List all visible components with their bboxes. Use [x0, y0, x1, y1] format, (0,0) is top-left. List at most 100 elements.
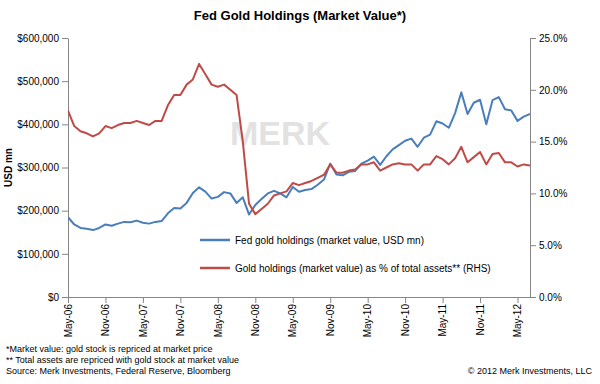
tick-label: Nov-08: [250, 304, 261, 337]
tick: $100,000: [17, 249, 68, 260]
tick-label: $100,000: [17, 249, 59, 260]
legend-swatch: [200, 267, 230, 270]
tick: $300,000: [17, 162, 68, 173]
tick-mark: [530, 90, 536, 91]
tick-label: May-09: [287, 304, 298, 338]
tick-mark: [405, 297, 406, 303]
tick-mark: [530, 193, 536, 194]
tick: 10.0%: [530, 188, 567, 199]
tick-mark: [62, 168, 68, 169]
y-axis: $0 $100,000 $200,000 $300,000 $400,000 $500,0…: [17, 33, 68, 303]
tick-mark: [368, 297, 369, 303]
tick-mark: [530, 142, 536, 143]
legend-label: Fed gold holdings (market value, USD mn): [235, 235, 424, 246]
tick-mark: [330, 297, 331, 303]
tick: Nov-11: [475, 297, 486, 336]
tick: Nov-08: [250, 297, 261, 336]
tick: $600,000: [17, 33, 68, 44]
tick-label: $500,000: [17, 76, 59, 87]
tick-mark: [218, 297, 219, 303]
title: Fed Gold Holdings (Market Value*): [194, 8, 406, 23]
tick-label: May-08: [213, 304, 224, 338]
tick: $200,000: [17, 205, 68, 216]
tick-label: May-06: [63, 304, 74, 338]
tick-mark: [180, 297, 181, 303]
tick: Nov-06: [100, 297, 111, 336]
series-line: [68, 64, 530, 214]
tick: 25.0%: [530, 33, 567, 44]
chart: MERKFed Gold Holdings (Market Value*)$0$…: [0, 0, 600, 384]
y-axis-title: USD mn: [3, 148, 14, 187]
plot-area: [68, 64, 530, 230]
tick-label: 20.0%: [539, 85, 567, 96]
tick: 5.0%: [530, 240, 562, 251]
copyright: © 2012 Merk Investments, LLC: [468, 366, 593, 376]
tick-label: Nov-10: [400, 304, 411, 337]
tick-mark: [530, 38, 536, 39]
footnote: Source: Merk Investments, Federal Reserv…: [6, 366, 231, 376]
tick-label: $400,000: [17, 119, 59, 130]
tick: $500,000: [17, 76, 68, 87]
tick-label: 0.0%: [539, 292, 562, 303]
tick-mark: [143, 297, 144, 303]
tick-mark: [62, 254, 68, 255]
tick: Nov-07: [175, 297, 186, 336]
axis-line: [68, 39, 69, 298]
tick: $400,000: [17, 119, 68, 130]
tick-label: May-10: [362, 304, 373, 338]
tick-label: Nov-09: [325, 304, 336, 337]
tick: $0: [48, 292, 68, 303]
tick-mark: [255, 297, 256, 303]
tick-mark: [293, 297, 294, 303]
tick: May-09: [287, 297, 298, 337]
tick-mark: [62, 211, 68, 212]
tick-label: 25.0%: [539, 33, 567, 44]
tick-mark: [62, 124, 68, 125]
tick: Nov-09: [325, 297, 336, 336]
tick-label: $200,000: [17, 205, 59, 216]
axis-line: [69, 297, 531, 298]
tick-label: 15.0%: [539, 136, 567, 147]
footnote: ** Total assets are repriced with gold s…: [6, 355, 239, 365]
tick-label: Nov-11: [475, 304, 486, 336]
tick-mark: [105, 297, 106, 303]
legend-swatch: [200, 239, 230, 242]
tick-label: Nov-06: [100, 304, 111, 337]
watermark: MERK: [230, 114, 331, 152]
tick-mark: [62, 297, 68, 298]
tick-label: $0: [48, 292, 60, 303]
tick: May-12: [512, 297, 523, 337]
tick: May-11: [437, 297, 448, 337]
tick-label: Nov-07: [175, 304, 186, 337]
tick-mark: [530, 245, 536, 246]
tick-mark: [480, 297, 481, 303]
tick-mark: [62, 81, 68, 82]
tick: 15.0%: [530, 136, 567, 147]
footnote: *Market value: gold stock is repriced at…: [6, 344, 213, 354]
tick-mark: [68, 297, 69, 303]
tick-mark: [518, 297, 519, 303]
x-axis: May-06 Nov-06 May-07 Nov-07 May-08 Nov-08 May-…: [63, 297, 531, 337]
tick: May-07: [138, 297, 149, 337]
tick-mark: [62, 38, 68, 39]
legend-label: Gold holdings (market value) as % of tot…: [235, 263, 491, 274]
y2-axis: 0.0% 5.0% 10.0% 15.0% 20.0% 25.0%: [530, 33, 567, 303]
tick-label: May-07: [138, 304, 149, 338]
tick-label: $600,000: [17, 33, 59, 44]
axis-line: [530, 39, 531, 298]
tick: 0.0%: [530, 292, 562, 303]
tick: Nov-10: [400, 297, 411, 336]
tick-label: May-11: [437, 304, 448, 337]
tick-label: $300,000: [17, 162, 59, 173]
tick: May-08: [213, 297, 224, 337]
tick-label: 10.0%: [539, 188, 567, 199]
tick-label: 5.0%: [539, 240, 562, 251]
series-line: [68, 92, 530, 230]
legend: Fed gold holdings (market value, USD mn)…: [200, 235, 491, 274]
tick-mark: [530, 297, 536, 298]
tick-label: May-12: [512, 304, 523, 338]
tick: 20.0%: [530, 85, 567, 96]
tick: May-10: [362, 297, 373, 337]
tick-mark: [443, 297, 444, 303]
tick: May-06: [63, 297, 74, 337]
